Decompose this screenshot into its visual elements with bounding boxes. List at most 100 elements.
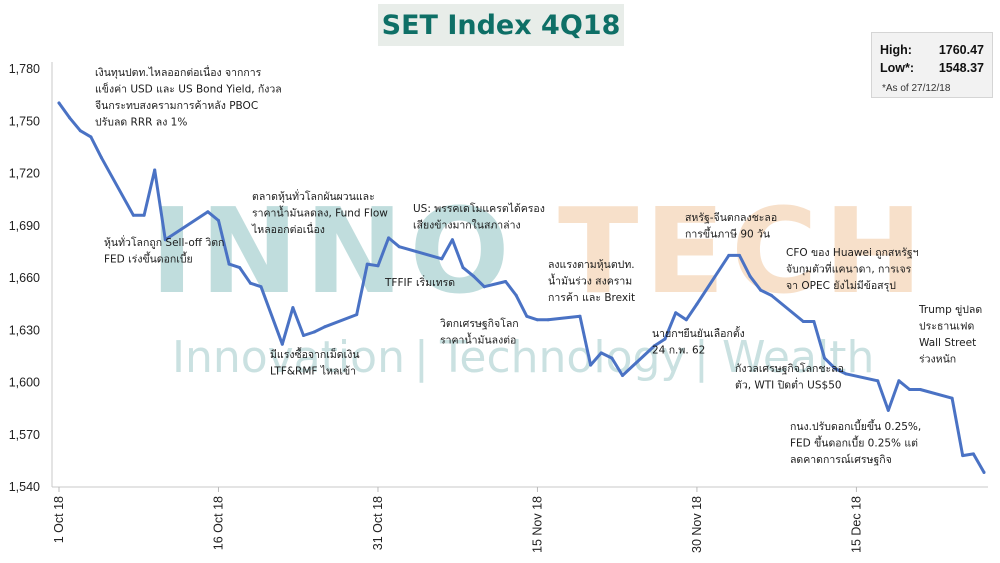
data-point	[823, 356, 826, 360]
data-point	[908, 388, 912, 391]
low-row: Low*: 1548.37	[880, 61, 984, 75]
data-point	[897, 379, 901, 383]
y-tick-label: 1,600	[9, 376, 40, 390]
data-point	[663, 337, 667, 341]
data-point	[217, 219, 220, 222]
high-low-box: High: 1760.47 Low*: 1548.37 *As of 27/12…	[871, 32, 993, 98]
data-point	[376, 264, 380, 268]
data-point	[440, 257, 444, 261]
data-point	[769, 293, 773, 297]
data-point	[504, 280, 508, 283]
data-point	[844, 372, 848, 376]
high-label: High:	[880, 43, 912, 57]
data-point	[684, 318, 688, 322]
data-point	[68, 116, 72, 120]
data-point	[876, 379, 880, 383]
x-tick-label: 30 Nov 18	[690, 496, 704, 553]
data-point	[397, 245, 401, 249]
data-point	[610, 356, 614, 360]
y-tick-label: 1,690	[9, 219, 40, 233]
y-tick-label: 1,570	[9, 428, 40, 442]
annotation-14: Trump ขู่ปลดประธานเฟด Wall Street ร่วงหนัก	[918, 304, 982, 366]
annotation-2: หุ้นทั่วโลกถูก Sell-off วิตก FED เร่งขึ้น…	[104, 235, 224, 266]
data-point	[652, 344, 656, 348]
y-axis-ticks: 1,540 1,570 1,600 1,630 1,660 1,690 1,720 1,750…	[9, 62, 40, 494]
data-point	[578, 314, 582, 318]
data-point	[589, 363, 593, 367]
high-value: 1760.47	[938, 43, 984, 57]
data-point	[450, 238, 454, 242]
data-point	[323, 325, 327, 329]
data-point	[227, 262, 231, 266]
data-point	[472, 274, 476, 278]
set-index-line	[57, 101, 986, 474]
x-axis-ticks: 1 Oct 18 16 Oct 18 31 Oct 18 15 Nov 18 30 No…	[52, 487, 863, 553]
data-point	[142, 213, 146, 217]
x-tick-label: 31 Oct 18	[371, 496, 385, 550]
data-point	[482, 285, 486, 289]
data-point	[280, 342, 284, 346]
data-point	[674, 311, 678, 315]
x-tick-label: 16 Oct 18	[211, 496, 225, 550]
data-point	[695, 302, 699, 306]
data-point	[78, 129, 82, 133]
data-point	[833, 367, 837, 371]
data-point	[57, 101, 61, 105]
annotation-10: สหรัฐ-จีนตกลงชะลอการขึ้นภาษี 90 วัน	[685, 211, 777, 241]
annotation-8: ลงแรงตามหุ้นตปท.น้ำมันร่วง สงครามการค้า …	[548, 259, 635, 304]
data-point	[546, 318, 550, 322]
data-point	[153, 168, 157, 172]
annotation-6: TFFIF เริ่มเทรด	[384, 275, 455, 289]
data-point	[971, 452, 975, 456]
as-of-note: *As of 27/12/18	[882, 83, 951, 94]
data-point	[100, 156, 103, 160]
watermark-brand-right: TECH	[558, 182, 928, 320]
data-point	[961, 454, 965, 458]
annotation-13: กนง.ปรับดอกเบี้ยขึ้น 0.25%, FED ขึ้นดอกเบ…	[790, 419, 921, 466]
data-point	[801, 320, 805, 323]
data-point	[918, 388, 922, 391]
data-point	[206, 210, 210, 214]
y-tick-label: 1,540	[9, 480, 40, 494]
data-point	[748, 274, 752, 278]
annotation-3: ตลาดหุ้นทั่วโลกผันผวนและราคาน้ำมันลดลง, …	[251, 189, 388, 236]
watermark-tagline-1: Innovation	[172, 332, 405, 383]
watermark-divider-2: |	[694, 332, 709, 383]
low-label: Low*:	[880, 61, 915, 75]
data-point	[599, 351, 603, 355]
data-point	[131, 213, 135, 217]
data-point	[238, 266, 242, 270]
data-point	[514, 293, 518, 297]
data-point	[727, 253, 731, 257]
data-point	[982, 470, 986, 474]
data-point	[387, 236, 391, 240]
data-point	[248, 281, 252, 285]
watermark-brand-left: INNO	[150, 182, 516, 320]
watermark-divider-1: |	[414, 332, 429, 383]
data-point	[365, 262, 369, 266]
watermark-tagline-2: Technology	[439, 332, 686, 383]
y-tick-label: 1,780	[9, 62, 40, 76]
y-tick-label: 1,720	[9, 167, 40, 181]
data-point	[525, 314, 529, 318]
data-point	[738, 253, 741, 257]
watermark: INNO TECH Innovation | Technology | Weal…	[150, 182, 928, 383]
annotation-11: กังวลเศรษฐกิจโลกชะลอตัว, WTI ปิดต่ำ US$5…	[735, 362, 844, 392]
data-point	[291, 306, 295, 310]
data-point	[259, 285, 263, 289]
annotation-1: เงินทุนปตท.ไหลออกต่อเนื่อง จากการแข็งค่า…	[95, 65, 282, 129]
data-point	[759, 288, 763, 292]
annotations: เงินทุนปตท.ไหลออกต่อเนื่อง จากการแข็งค่า…	[95, 65, 982, 466]
data-point	[355, 313, 359, 317]
x-tick-label: 15 Dec 18	[849, 496, 863, 553]
y-tick-label: 1,660	[9, 271, 40, 285]
low-value: 1548.37	[938, 61, 984, 75]
chart-title-box: SET Index 4Q18	[378, 4, 624, 46]
chart-title: SET Index 4Q18	[381, 9, 621, 41]
data-point	[812, 320, 816, 323]
annotation-12: CFO ของ Huawei ถูกสหรัฐฯจับกุมตัวที่แคนา…	[786, 247, 919, 292]
high-row: High: 1760.47	[880, 43, 984, 57]
data-point	[89, 135, 93, 139]
annotation-9: นายกฯยืนยันเลือกตั้ง 24 ก.พ. 62	[652, 326, 745, 357]
